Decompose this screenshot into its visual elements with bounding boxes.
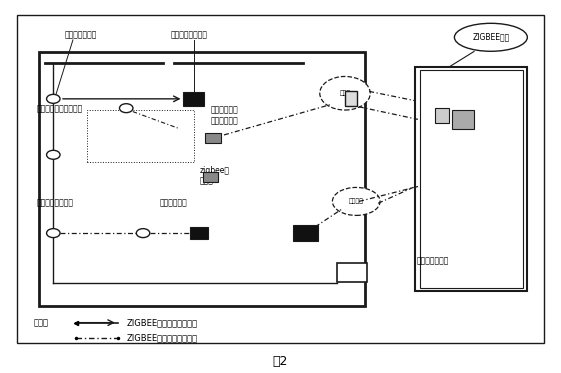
- Bar: [452, 110, 474, 129]
- Bar: [203, 172, 218, 182]
- Bar: [337, 263, 367, 282]
- Bar: [39, 52, 365, 306]
- Bar: [435, 108, 449, 123]
- Circle shape: [47, 94, 60, 103]
- Bar: [190, 227, 208, 239]
- Bar: [87, 110, 194, 162]
- Bar: [420, 70, 523, 288]
- Text: 强制冷暖调整单元: 强制冷暖调整单元: [36, 198, 73, 207]
- Bar: [205, 133, 221, 143]
- Ellipse shape: [454, 23, 527, 51]
- Text: ZIGBEE无线数据传输示意: ZIGBEE无线数据传输示意: [126, 318, 197, 327]
- Circle shape: [47, 229, 60, 238]
- Bar: [293, 225, 318, 241]
- Text: 图2: 图2: [273, 355, 288, 368]
- Circle shape: [136, 229, 150, 238]
- Text: 温湿度控制：: 温湿度控制：: [160, 198, 187, 207]
- Bar: [345, 91, 357, 106]
- Ellipse shape: [320, 76, 370, 110]
- Bar: [183, 92, 204, 106]
- Circle shape: [119, 104, 133, 113]
- Text: 温湿红外控制单元: 温湿红外控制单元: [171, 30, 208, 39]
- Text: ZIGBEE无线控制传输示意: ZIGBEE无线控制传输示意: [126, 333, 197, 342]
- Text: ZIGBEE局友: ZIGBEE局友: [472, 33, 509, 42]
- Text: 图例：: 图例：: [34, 318, 49, 327]
- Text: 地址任务采集
控制判定单元: 地址任务采集 控制判定单元: [210, 106, 238, 125]
- Text: zigbee无
線路由: zigbee无 線路由: [199, 166, 229, 185]
- Ellipse shape: [332, 187, 380, 216]
- Text: 三级空调送风控制单元: 三级空调送风控制单元: [36, 105, 82, 114]
- Bar: [415, 67, 527, 291]
- Text: 温湿度测量单元: 温湿度测量单元: [65, 30, 97, 39]
- Text: 近发发区: 近发发区: [349, 199, 364, 204]
- Text: 近设备: 近设备: [339, 91, 351, 96]
- Text: 归档室控制台：: 归档室控制台：: [416, 257, 449, 266]
- Bar: [17, 15, 544, 343]
- Circle shape: [47, 150, 60, 159]
